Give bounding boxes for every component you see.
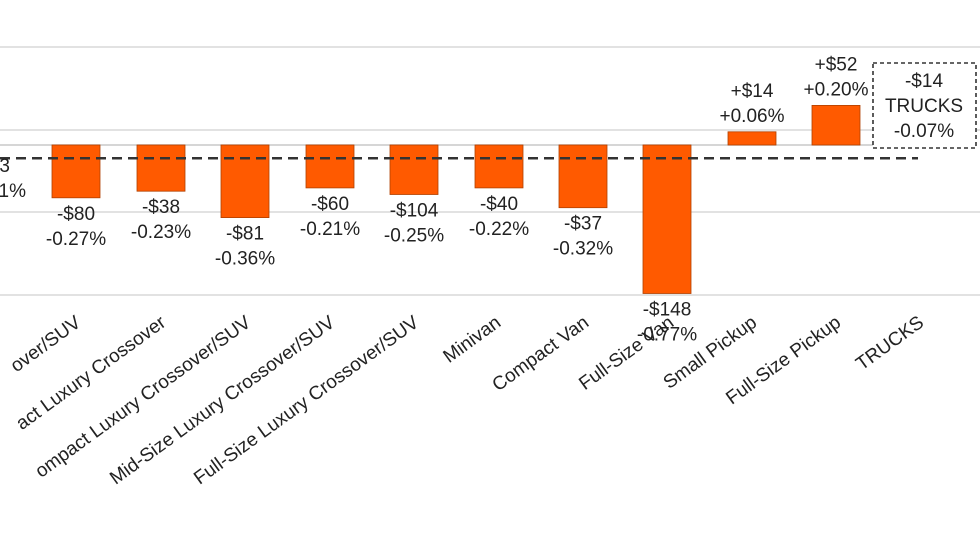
percent-label-8: +0.06% bbox=[720, 106, 785, 127]
bar-8 bbox=[727, 131, 777, 146]
bar-9 bbox=[811, 105, 861, 146]
bar-0 bbox=[51, 144, 101, 199]
x-tick-label-6: Compact Van bbox=[489, 312, 593, 396]
value-label-9: +$52 bbox=[815, 54, 858, 75]
bar-6 bbox=[558, 144, 608, 209]
value-label-2: -$81 bbox=[226, 224, 264, 245]
value-label-8: +$14 bbox=[731, 81, 774, 102]
percent-label-1: -0.23% bbox=[131, 222, 191, 243]
bar-1 bbox=[136, 144, 186, 192]
percent-label-3: -0.21% bbox=[300, 219, 360, 240]
value-label-4: -$104 bbox=[390, 201, 439, 222]
partial-left-label-1: 1% bbox=[0, 181, 26, 202]
total-box bbox=[872, 62, 977, 149]
x-tick-label-0: over/SUV bbox=[7, 312, 85, 377]
percent-label-5: -0.22% bbox=[469, 219, 529, 240]
total-label-line-0: -$14 bbox=[905, 71, 943, 92]
percent-label-6: -0.32% bbox=[553, 239, 613, 260]
percent-label-2: -0.36% bbox=[215, 249, 275, 270]
value-label-1: -$38 bbox=[142, 197, 180, 218]
bar-2 bbox=[220, 144, 270, 218]
bar-3 bbox=[305, 144, 355, 189]
value-label-3: -$60 bbox=[311, 194, 349, 215]
value-label-5: -$40 bbox=[480, 194, 518, 215]
x-tick-label-10: TRUCKS bbox=[852, 312, 928, 375]
value-label-0: -$80 bbox=[57, 204, 95, 225]
bar-4 bbox=[389, 144, 439, 195]
percent-label-4: -0.25% bbox=[384, 226, 444, 247]
percent-label-9: +0.20% bbox=[804, 79, 869, 100]
percent-label-0: -0.27% bbox=[46, 229, 106, 250]
total-box-group: -$14 TRUCKS -0.07% bbox=[872, 62, 977, 149]
value-label-7: -$148 bbox=[643, 300, 692, 321]
x-tick-label-1: act Luxury Crossover bbox=[12, 312, 170, 435]
percent-label-7: -0.77% bbox=[637, 325, 697, 346]
x-tick-label-5: Minivan bbox=[440, 312, 505, 367]
bar-5 bbox=[474, 144, 524, 189]
x-tick-label-7: Full-Size Van bbox=[575, 312, 678, 395]
partial-left-label-0: 3 bbox=[0, 156, 10, 177]
total-label-line-1: TRUCKS bbox=[885, 96, 963, 117]
bar-7 bbox=[642, 144, 692, 294]
total-label-line-2: -0.07% bbox=[894, 121, 954, 142]
data-labels: -$80 -0.27% -$38 -0.23% -$81 -0.36% -$60 -0.21%… bbox=[0, 54, 869, 345]
value-label-6: -$37 bbox=[564, 214, 602, 235]
